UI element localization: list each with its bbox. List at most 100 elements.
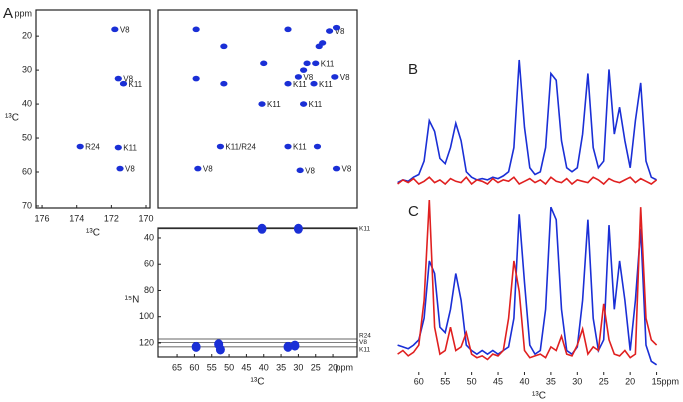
- peak: [76, 143, 84, 150]
- x-axis-label: ¹³C: [86, 228, 100, 239]
- peak: [220, 43, 228, 50]
- peak: [284, 143, 292, 150]
- peak: [283, 341, 293, 352]
- x-tick-label: 45: [241, 362, 251, 372]
- peak: [300, 67, 308, 73]
- peak: [326, 28, 334, 34]
- x-tick-label: 65: [172, 362, 182, 372]
- peak-label: V8: [203, 165, 213, 174]
- x-tick-label: 30: [293, 362, 303, 372]
- peak: [194, 165, 202, 172]
- y-tick-label: 120: [139, 337, 154, 347]
- peak: [216, 143, 225, 150]
- peak: [191, 341, 201, 352]
- peak: [284, 80, 292, 87]
- spectrum-line: [397, 206, 658, 366]
- x-axis-label: ¹³C: [251, 377, 265, 388]
- y-tick-label: 30: [22, 64, 32, 74]
- peak: [294, 74, 303, 80]
- peak-label: V8: [120, 25, 130, 34]
- x-tick-label: 35: [546, 376, 556, 386]
- y-tick-label: 20: [22, 31, 32, 41]
- peak-label: K11: [128, 80, 142, 89]
- peak-label: V8: [305, 166, 315, 175]
- x-tick-label: 174: [69, 213, 84, 223]
- peak-label: R24: [85, 143, 100, 152]
- panel-frame: [157, 9, 358, 209]
- y-axis-label: ¹⁵N: [125, 295, 140, 306]
- y-tick-label: 70: [22, 200, 32, 210]
- spectrum-line: [397, 175, 658, 186]
- peak: [296, 167, 304, 174]
- y-tick-label: 40: [22, 98, 32, 108]
- reference-label: K11: [359, 226, 370, 233]
- panel-label: B: [408, 61, 418, 78]
- peak: [310, 80, 318, 87]
- x-tick-label: 30: [572, 376, 582, 386]
- peak: [257, 223, 267, 234]
- x-unit: ppm: [335, 362, 353, 372]
- spectrum-line: [397, 199, 658, 361]
- reference-label: K11: [359, 347, 370, 354]
- x-tick-label: 15: [652, 376, 662, 386]
- peak: [260, 60, 268, 67]
- x-tick-label: 25: [311, 362, 321, 372]
- peak: [114, 144, 122, 151]
- peak: [303, 60, 311, 67]
- peak: [319, 40, 327, 46]
- spectrum-line: [397, 59, 657, 184]
- panel-frame: [157, 227, 358, 358]
- peak: [332, 24, 341, 31]
- peak-label: K11: [293, 143, 307, 152]
- x-tick-label: 172: [104, 213, 119, 223]
- y-tick-label: 50: [22, 132, 32, 142]
- peak-label: K11: [319, 80, 333, 89]
- y-unit: ppm: [14, 8, 32, 18]
- x-tick-label: 55: [440, 376, 450, 386]
- x-axis-label: ¹³C: [532, 391, 546, 402]
- peak-label: V8: [342, 165, 352, 174]
- peak: [111, 26, 119, 33]
- peak-label: V8: [123, 75, 133, 84]
- peak: [192, 75, 200, 82]
- y-tick-label: 40: [144, 232, 154, 242]
- peak: [300, 101, 308, 107]
- x-tick-label: 20: [328, 362, 338, 372]
- panel-frame: [35, 9, 151, 209]
- peak: [332, 165, 341, 172]
- x-tick-label: 60: [189, 362, 199, 372]
- peak: [258, 101, 266, 107]
- peak: [284, 26, 292, 33]
- y-tick-label: 60: [22, 166, 32, 176]
- panel-label: C: [408, 203, 419, 220]
- x-tick-label: 40: [519, 376, 529, 386]
- peak: [293, 223, 303, 234]
- x-tick-label: 45: [493, 376, 503, 386]
- peak-label: V8: [125, 165, 135, 174]
- peak-label: K11: [293, 80, 307, 89]
- reference-label: V8: [359, 339, 367, 346]
- peak: [313, 143, 322, 150]
- peak: [114, 75, 122, 82]
- peak: [119, 80, 128, 87]
- x-unit: ppm: [661, 376, 679, 386]
- y-tick-label: 100: [139, 311, 154, 321]
- y-axis-label: ¹³C: [5, 113, 19, 124]
- x-tick-label: 60: [414, 376, 424, 386]
- x-tick-label: 35: [276, 362, 286, 372]
- x-tick-label: 50: [467, 376, 477, 386]
- x-tick-label: 20: [625, 376, 635, 386]
- peak-label: V8: [335, 27, 345, 36]
- peak-label: V8: [340, 73, 350, 82]
- x-tick-label: 50: [224, 362, 234, 372]
- y-tick-label: 80: [144, 285, 154, 295]
- x-tick-label: 40: [259, 362, 269, 372]
- peak-label: K11: [267, 100, 281, 109]
- x-tick-label: 170: [138, 213, 153, 223]
- peak: [220, 80, 228, 87]
- x-tick-label: 25: [599, 376, 609, 386]
- peak: [331, 74, 339, 80]
- reference-label: R24: [359, 333, 371, 340]
